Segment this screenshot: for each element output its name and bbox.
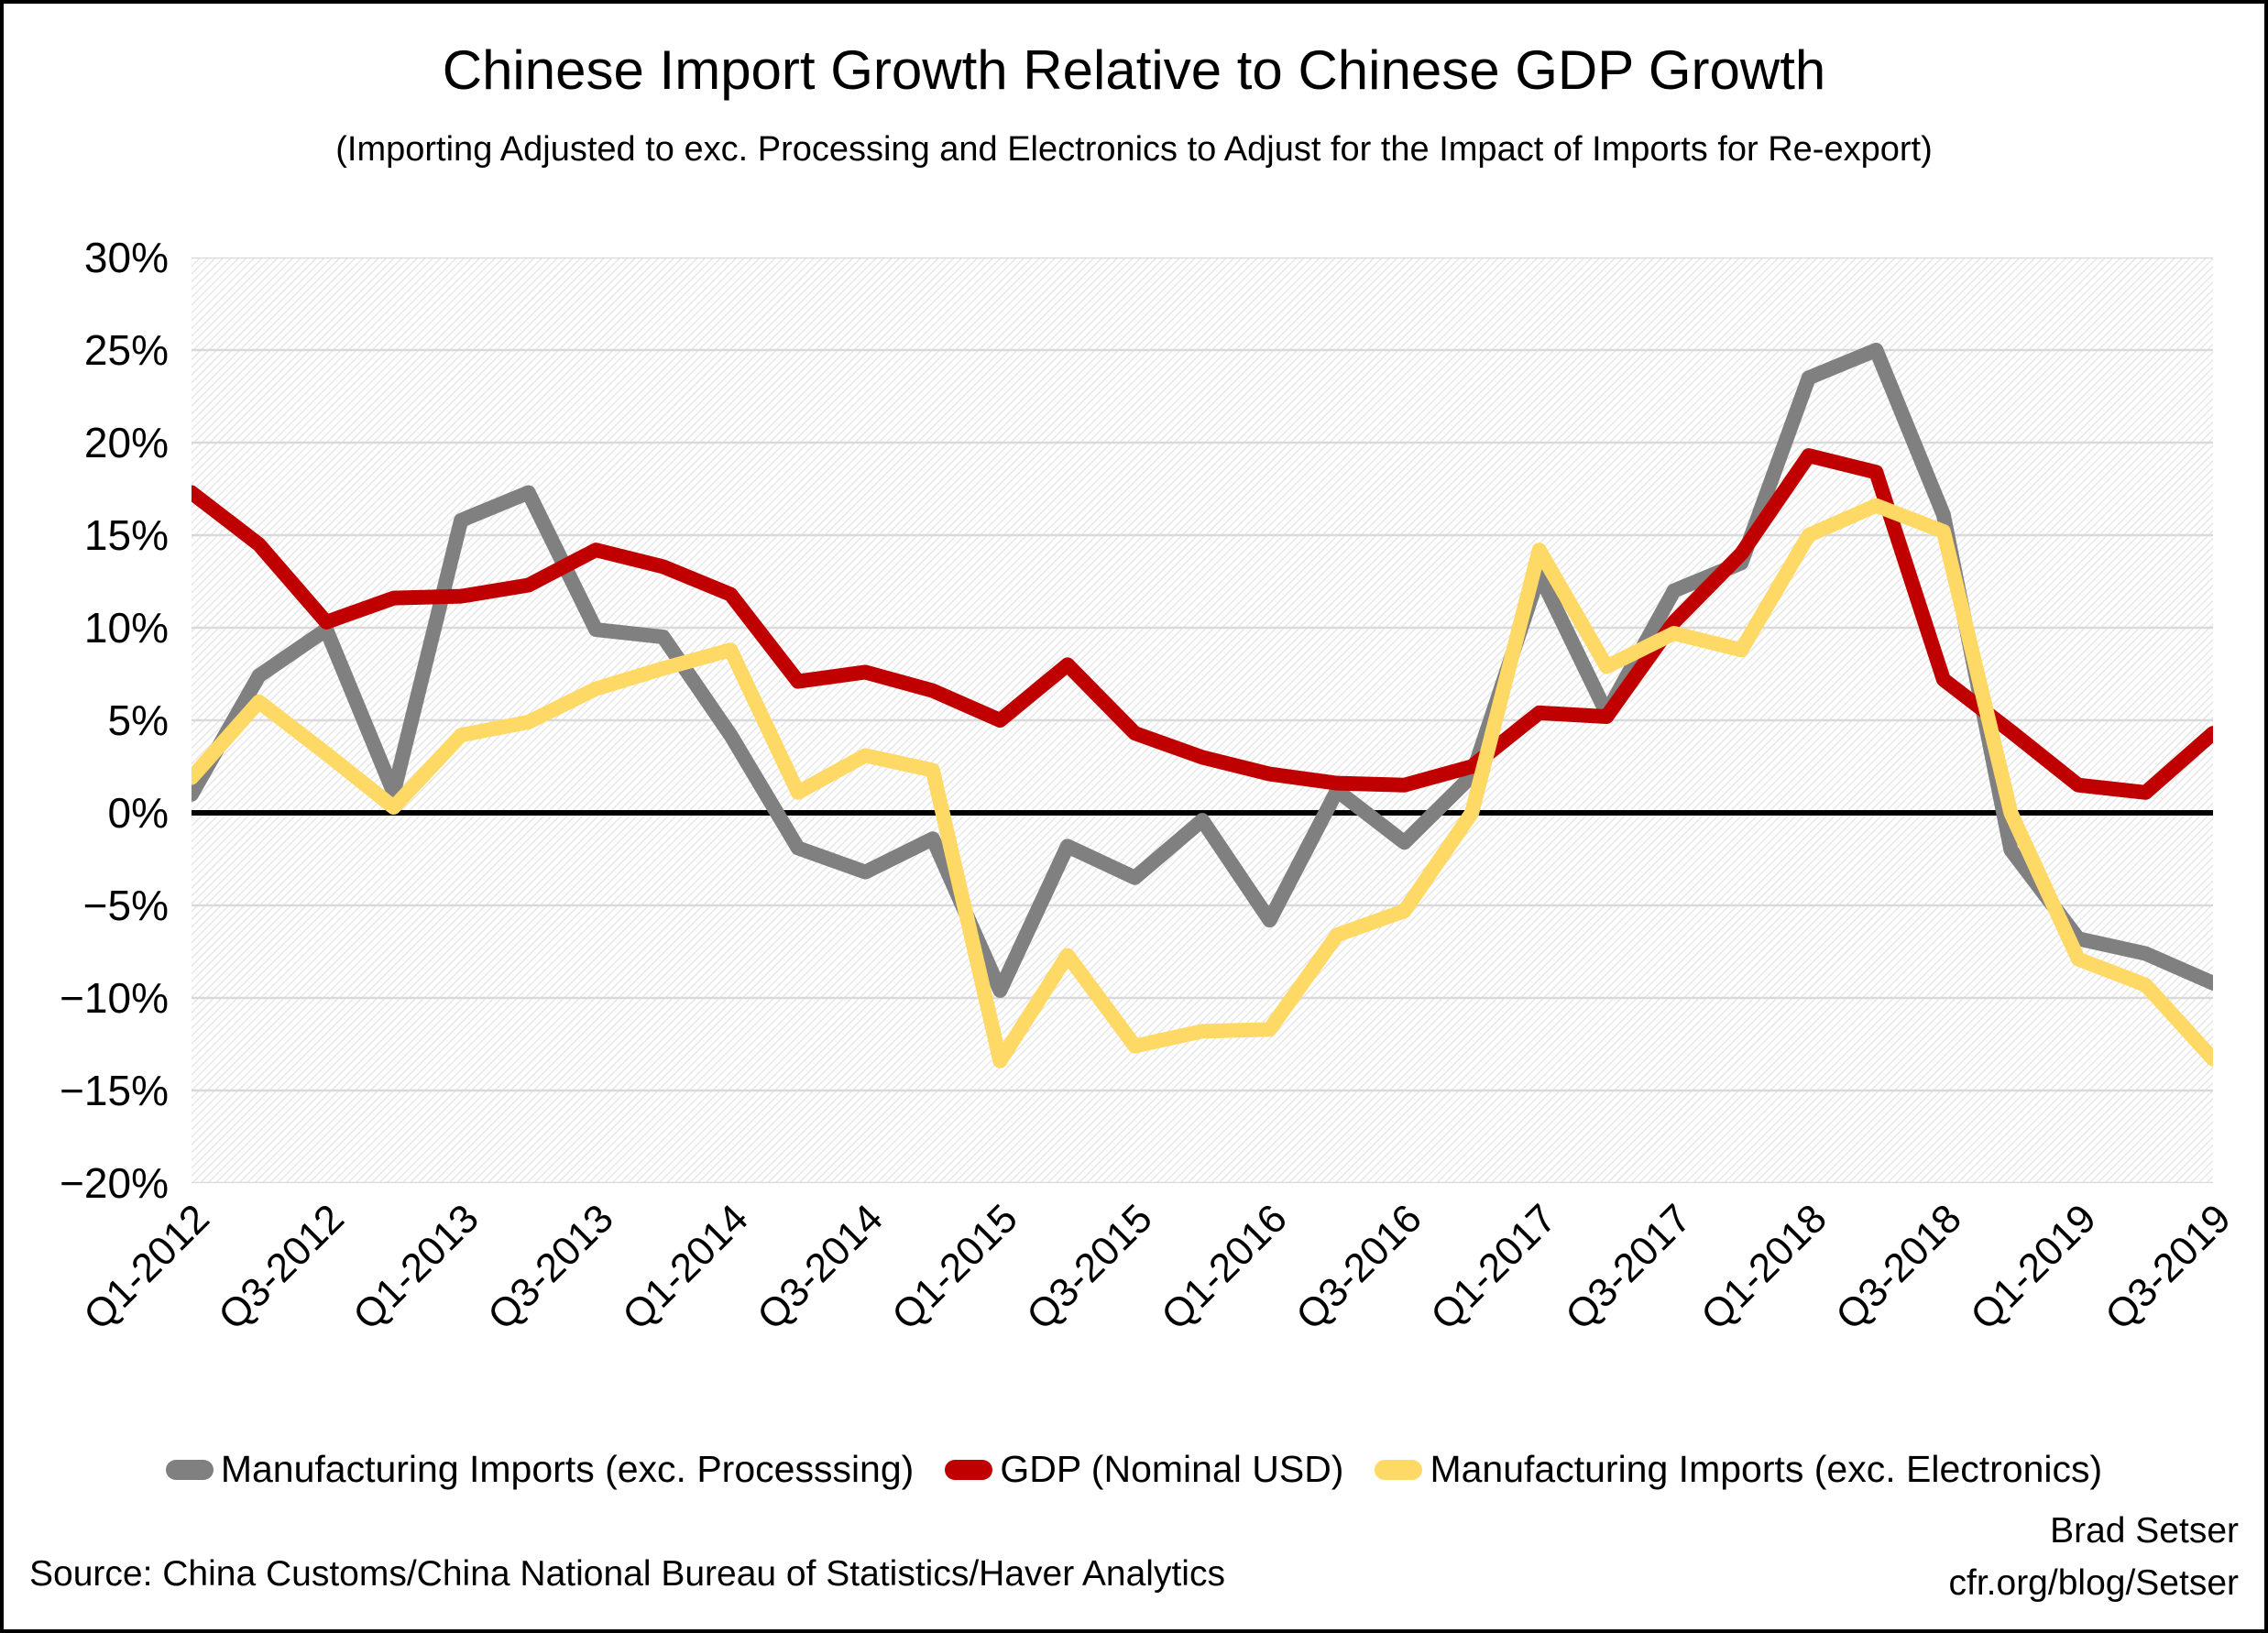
series-line-0: [192, 343, 2213, 998]
y-tick-label: 15%: [83, 511, 169, 559]
series-line-1: [192, 448, 2213, 800]
legend-label: GDP (Nominal USD): [1000, 1448, 1344, 1490]
legend-swatch: [945, 1459, 993, 1480]
y-tick-label: −5%: [82, 882, 169, 929]
legend-swatch: [165, 1459, 214, 1480]
chart-subtitle: (Importing Adjusted to exc. Processing a…: [335, 130, 1933, 169]
author-name: Brad Setser: [2050, 1511, 2239, 1551]
y-tick-label: 25%: [83, 326, 169, 374]
y-tick-label: 10%: [83, 604, 169, 652]
legend-item-1: GDP (Nominal USD): [945, 1448, 1343, 1491]
source-note: Source: China Customs/China National Bur…: [29, 1554, 1225, 1594]
y-tick-label: −20%: [60, 1159, 169, 1207]
y-tick-label: −10%: [60, 974, 169, 1022]
author-url: cfr.org/blog/Setser: [1948, 1563, 2240, 1603]
plot-area: [192, 258, 2213, 1183]
y-tick-label: 20%: [83, 419, 169, 466]
legend: Manufacturing Imports (exc. Processsing)…: [4, 1448, 2264, 1491]
legend-item-2: Manufacturing Imports (exc. Electronics): [1375, 1448, 2102, 1491]
chart-title: Chinese Import Growth Relative to Chines…: [442, 39, 1826, 101]
y-tick-label: −15%: [60, 1067, 169, 1114]
legend-label: Manufacturing Imports (exc. Processsing): [220, 1448, 915, 1490]
legend-swatch: [1375, 1459, 1423, 1480]
legend-label: Manufacturing Imports (exc. Electronics): [1430, 1448, 2103, 1490]
series-line-2: [192, 498, 2213, 1069]
y-tick-label: 30%: [83, 234, 169, 281]
y-tick-label: 0%: [107, 789, 169, 837]
legend-item-0: Manufacturing Imports (exc. Processsing): [165, 1448, 915, 1491]
author-credit: Brad Setser cfr.org/blog/Setser: [1949, 1505, 2240, 1609]
y-tick-label: 5%: [107, 696, 169, 744]
